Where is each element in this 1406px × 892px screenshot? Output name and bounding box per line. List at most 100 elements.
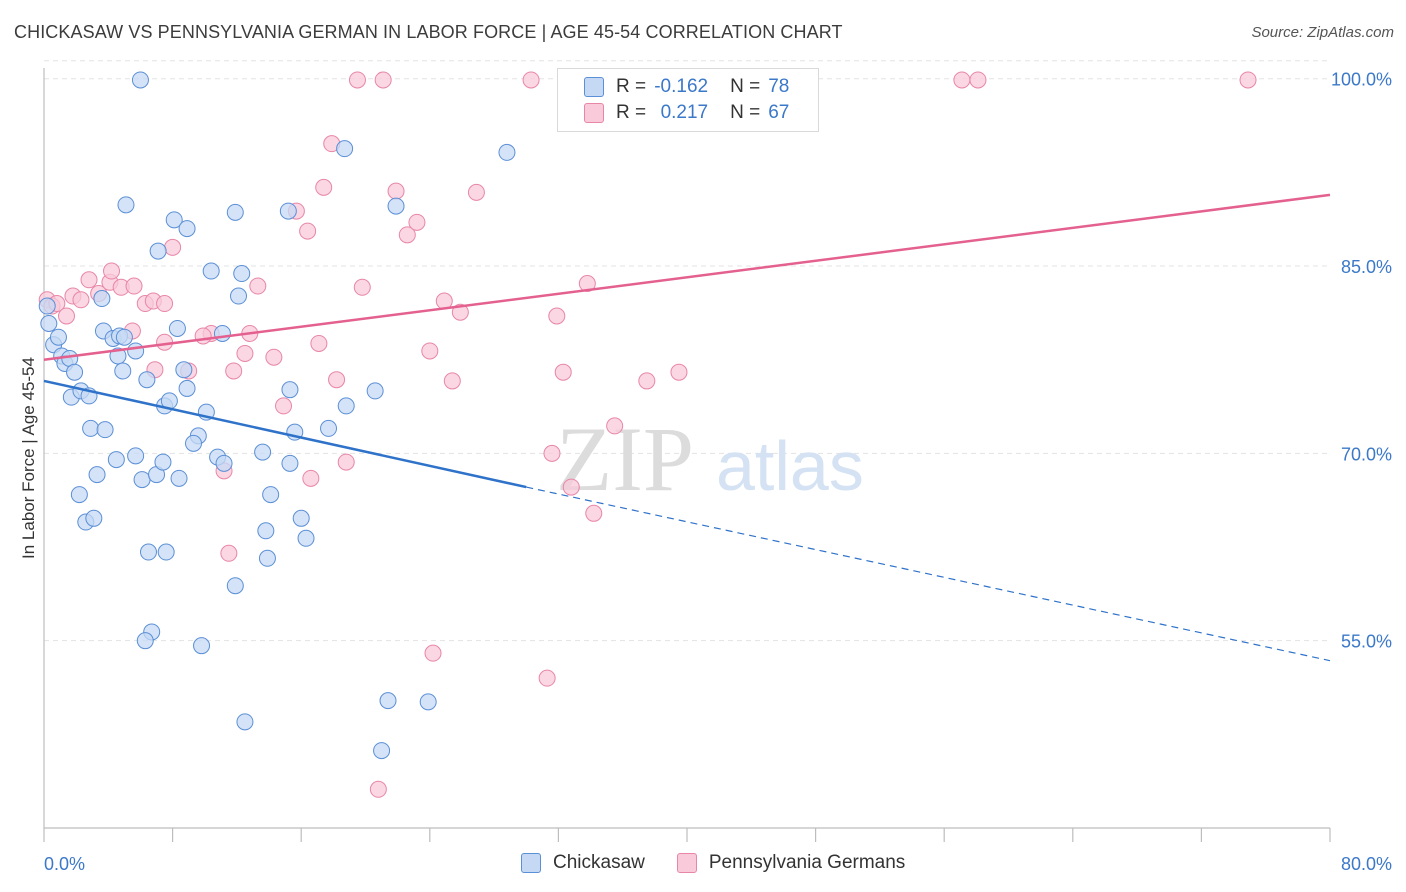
chickasaw-point bbox=[117, 196, 135, 214]
legend-n-label: N = bbox=[730, 102, 761, 123]
chickasaw-point bbox=[178, 220, 196, 238]
pennsylvania-germans-point bbox=[543, 444, 561, 462]
pennsylvania-germans-point bbox=[451, 303, 469, 321]
pennsylvania-germans-point bbox=[125, 277, 143, 295]
chickasaw-point bbox=[139, 543, 157, 561]
pennsylvania-germans-point bbox=[538, 669, 556, 687]
pennsylvania-germans-point bbox=[606, 417, 624, 435]
pennsylvania-germans-point bbox=[585, 504, 603, 522]
pennsylvania-germans-point bbox=[275, 397, 293, 415]
pennsylvania-germans-point bbox=[638, 372, 656, 390]
pennsylvania-germans-point bbox=[969, 71, 987, 89]
pennsylvania-germans-point bbox=[408, 213, 426, 231]
chickasaw-swatch bbox=[521, 853, 541, 873]
y-axis-label: In Labor Force | Age 45-54 bbox=[19, 357, 38, 559]
pennsylvania-germans-point bbox=[443, 372, 461, 390]
chickasaw-point bbox=[419, 693, 437, 711]
x-tick-label: 0.0% bbox=[44, 854, 85, 874]
chickasaw-point bbox=[49, 328, 67, 346]
pennsylvania-germans-point bbox=[220, 544, 238, 562]
pennsylvania-germans-point bbox=[562, 478, 580, 496]
chickasaw-point bbox=[233, 265, 251, 283]
pennsylvania-germans-point bbox=[337, 453, 355, 471]
pennsylvania-germans-point bbox=[578, 275, 596, 293]
legend-n-value: 78 bbox=[768, 76, 790, 97]
pennsylvania-germans-point bbox=[249, 277, 267, 295]
chickasaw-points bbox=[38, 71, 516, 760]
chickasaw-point bbox=[93, 290, 111, 308]
chickasaw-point bbox=[279, 202, 297, 220]
correlation-legend: R = -0.162 N = 78 R = 0.217 N = 67 bbox=[557, 68, 819, 132]
legend-r-value: 0.217 bbox=[660, 102, 709, 123]
chickasaw-point bbox=[114, 362, 132, 380]
pennsylvania-germans-point bbox=[424, 644, 442, 662]
chickasaw-point bbox=[230, 287, 248, 305]
legend-n-value: 67 bbox=[768, 102, 790, 123]
legend-n-label: N = bbox=[730, 76, 761, 97]
chickasaw-point bbox=[170, 469, 188, 487]
pennsylvania-germans-point bbox=[310, 334, 328, 352]
chickasaw-point bbox=[254, 443, 272, 461]
legend-row-pennsylvania-germans: R = 0.217 N = 67 bbox=[584, 101, 789, 125]
chickasaw-trend-extension bbox=[526, 486, 1331, 662]
chickasaw-point bbox=[379, 692, 397, 710]
chickasaw-point bbox=[175, 361, 193, 379]
pennsylvania-germans-point bbox=[302, 469, 320, 487]
chickasaw-point bbox=[136, 632, 154, 650]
pennsylvania-germans-point bbox=[467, 183, 485, 201]
pennsylvania-germans-point bbox=[265, 348, 283, 366]
chickasaw-point bbox=[127, 447, 145, 465]
pennsylvania-germans-point bbox=[421, 342, 439, 360]
pennsylvania-germans-point bbox=[72, 291, 90, 309]
chickasaw-point bbox=[133, 471, 151, 489]
legend-r-value: -0.162 bbox=[654, 76, 709, 97]
pennsylvania-germans-point bbox=[387, 182, 405, 200]
chickasaw-point bbox=[258, 549, 276, 567]
chickasaw-point bbox=[373, 742, 391, 760]
pennsylvania-germans-point bbox=[328, 371, 346, 389]
axes bbox=[43, 68, 1331, 842]
chickasaw-point bbox=[88, 466, 106, 484]
pennsylvania-germans-swatch bbox=[584, 103, 604, 123]
chickasaw-point bbox=[366, 382, 384, 400]
chickasaw-point bbox=[138, 371, 156, 389]
y-tick-label: 70.0% bbox=[1341, 444, 1392, 464]
pennsylvania-germans-point bbox=[103, 262, 121, 280]
pennsylvania-germans-swatch bbox=[676, 853, 697, 873]
chart-title: CHICKASAW VS PENNSYLVANIA GERMAN IN LABO… bbox=[14, 22, 843, 42]
chickasaw-point bbox=[281, 381, 299, 399]
chickasaw-point bbox=[292, 509, 310, 527]
chickasaw-point bbox=[184, 434, 202, 452]
pennsylvania-germans-point bbox=[236, 344, 254, 362]
chickasaw-point bbox=[178, 379, 196, 397]
pennsylvania-germans-point bbox=[194, 327, 212, 345]
legend-item-label: Pennsylvania Germans bbox=[708, 852, 906, 873]
legend-item-chickasaw: Chickasaw bbox=[521, 852, 645, 874]
y-tick-label: 85.0% bbox=[1341, 257, 1392, 277]
chickasaw-point bbox=[157, 543, 175, 561]
axis-labels: 55.0% 70.0% 85.0% 100.0% 0.0% 80.0% bbox=[44, 70, 1392, 874]
pennsylvania-germans-point bbox=[1239, 71, 1257, 89]
pennsylvania-germans-trend-line bbox=[43, 193, 1331, 361]
pennsylvania-germans-point bbox=[156, 295, 174, 313]
pennsylvania-germans-point bbox=[670, 363, 688, 381]
pennsylvania-germans-point bbox=[369, 780, 387, 798]
chickasaw-point bbox=[165, 211, 183, 229]
pennsylvania-germans-point bbox=[164, 238, 182, 256]
pennsylvania-germans-point bbox=[374, 71, 392, 89]
pennsylvania-germans-point bbox=[80, 271, 98, 289]
chickasaw-point bbox=[168, 319, 186, 337]
chickasaw-point bbox=[226, 577, 244, 595]
pennsylvania-germans-point bbox=[548, 307, 566, 325]
trend-lines bbox=[43, 193, 1331, 662]
legend-item-pennsylvania-germans: Pennsylvania Germans bbox=[676, 852, 906, 874]
pennsylvania-germans-point bbox=[156, 333, 174, 351]
watermark: ZIP atlas bbox=[556, 408, 864, 510]
y-tick-label: 100.0% bbox=[1331, 70, 1392, 90]
chickasaw-point bbox=[66, 363, 84, 381]
chickasaw-point bbox=[40, 314, 58, 332]
pennsylvania-germans-point bbox=[353, 278, 371, 296]
watermark-zip: ZIP bbox=[556, 408, 694, 510]
chickasaw-point bbox=[387, 197, 405, 215]
chickasaw-point bbox=[226, 203, 244, 221]
